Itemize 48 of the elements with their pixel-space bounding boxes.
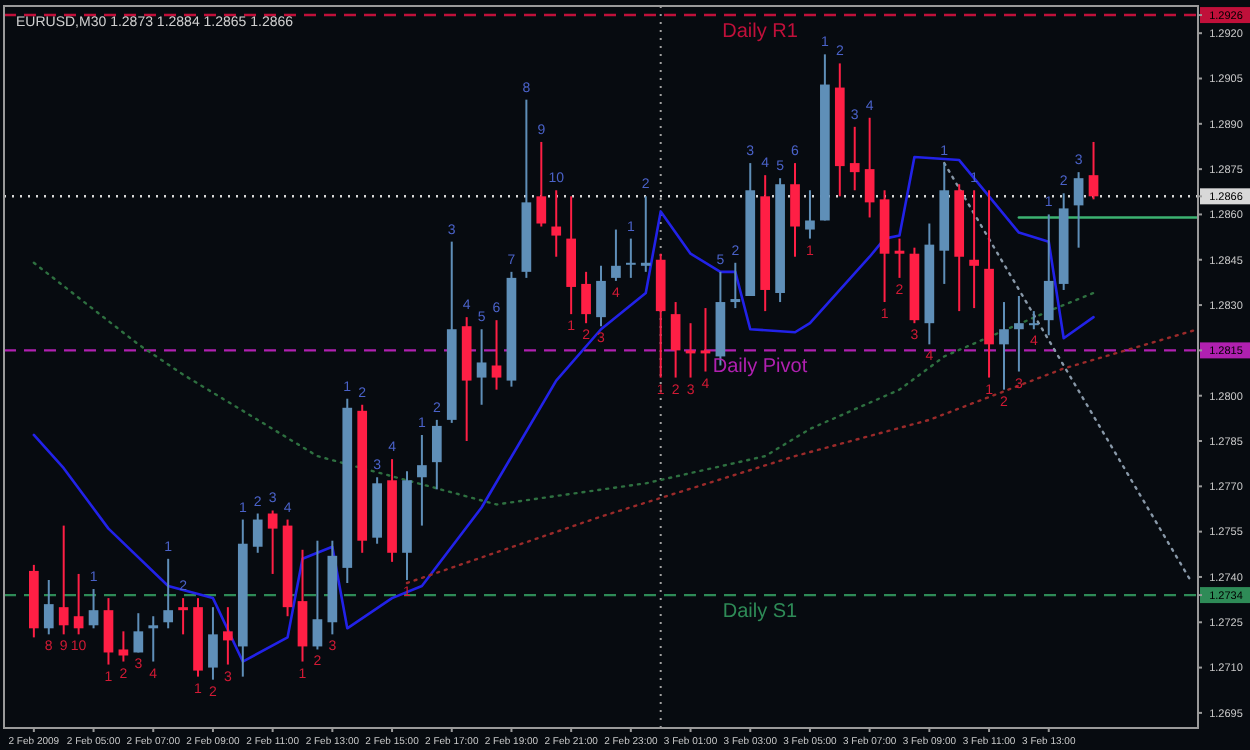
candlestick [118,630,129,663]
candlestick [626,237,636,279]
candlestick [312,539,323,651]
candlestick [103,597,114,666]
candlestick [491,319,502,391]
candlestick [536,140,547,228]
ref-line-label: Daily R1 [722,21,799,44]
candlestick [148,615,159,663]
candlestick [88,588,99,630]
candlestick [805,189,815,240]
candlestick [43,578,54,636]
candlestick [596,264,606,328]
candlestick [999,301,1009,391]
candlestick [208,606,218,681]
candlestick [58,524,69,636]
line-series [405,328,1198,585]
candlestick [790,162,800,258]
candlestick [178,597,188,636]
candlestick [163,557,174,630]
candlestick [581,270,591,325]
candlestick [700,307,711,373]
candlestick [670,301,681,379]
candlestick [431,418,442,491]
candlestick [417,433,427,527]
candlestick [1088,140,1099,201]
candlestick [476,328,487,406]
candlestick [969,189,979,310]
ref-line-label: Daily S1 [722,601,799,624]
line-series [32,261,1095,506]
candlestick [849,125,860,192]
candlestick [685,322,696,379]
candlestick [1073,171,1084,249]
candlestick [133,612,144,654]
candlestick [864,116,875,219]
candlestick [551,189,562,258]
candlestick [611,228,621,282]
ref-line-label: Daily Pivot [712,356,808,379]
candlestick [252,512,263,554]
candlestick [297,548,308,663]
candlestick [640,195,651,273]
candlestick [1014,295,1024,373]
candlestick [894,237,905,279]
candlestick [267,509,278,575]
candlestick [1028,310,1039,331]
candlestick [73,572,84,636]
candlestick [223,606,233,666]
candlestick [1043,213,1054,337]
candlestick [730,261,741,310]
